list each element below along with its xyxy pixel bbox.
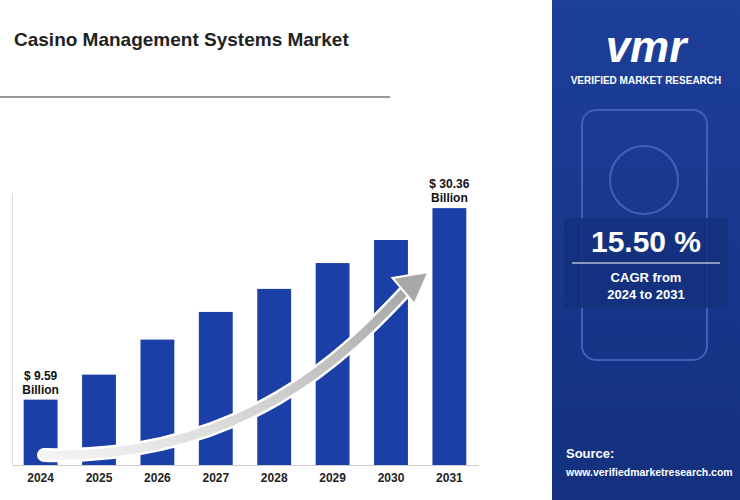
- logo: vmr: [606, 22, 690, 71]
- x-tick-label: 2026: [144, 471, 171, 485]
- title-rule: [0, 97, 390, 98]
- x-tick: 2025: [86, 465, 113, 485]
- bar: [257, 289, 291, 465]
- x-axis: 2024 2025 2026 2027 2028 2029 2030 2031: [13, 465, 479, 485]
- data-label: $ 9.59Billion: [22, 369, 59, 397]
- x-tick-label: 2029: [319, 471, 346, 485]
- arrow-outline: [44, 290, 406, 455]
- data-label: $ 30.36Billion: [429, 177, 469, 205]
- x-tick: 2024: [27, 465, 54, 485]
- plot-area: [24, 208, 467, 465]
- x-tick-label: 2031: [436, 471, 463, 485]
- cagr-label: CAGR from2024 to 2031: [607, 270, 684, 302]
- cagr-box: [564, 218, 728, 308]
- y-axis: [12, 194, 13, 466]
- side-panel: [552, 0, 740, 500]
- source-label: Source:: [566, 446, 614, 461]
- arrow-head: [392, 272, 428, 304]
- cagr-value: 15.50 %: [591, 225, 701, 258]
- x-tick: 2028: [261, 465, 288, 485]
- x-tick-label: 2027: [202, 471, 229, 485]
- x-tick: 2030: [378, 465, 405, 485]
- x-tick-label: 2028: [261, 471, 288, 485]
- y-axis-line: [12, 194, 13, 466]
- device-ring: [610, 146, 678, 214]
- title: Casino Management Systems Market: [14, 29, 349, 50]
- x-tick: 2029: [319, 465, 346, 485]
- x-tick-label: 2024: [27, 471, 54, 485]
- cagr-rule: [572, 263, 720, 264]
- source-url: www.verifiedmarketresearch.com: [565, 467, 733, 478]
- x-tick-label: 2025: [86, 471, 113, 485]
- x-axis-line: [13, 465, 479, 466]
- x-tick: 2031: [436, 465, 463, 485]
- bar: [199, 312, 233, 465]
- x-tick: 2026: [144, 465, 171, 485]
- arrow-body: [44, 290, 406, 455]
- x-tick-label: 2030: [378, 471, 405, 485]
- device-outline: [582, 110, 707, 360]
- background: [0, 0, 552, 500]
- x-tick: 2027: [202, 465, 229, 485]
- brand: VERIFIED MARKET RESEARCH: [571, 75, 722, 86]
- bar: [432, 208, 466, 465]
- bar: [374, 240, 408, 465]
